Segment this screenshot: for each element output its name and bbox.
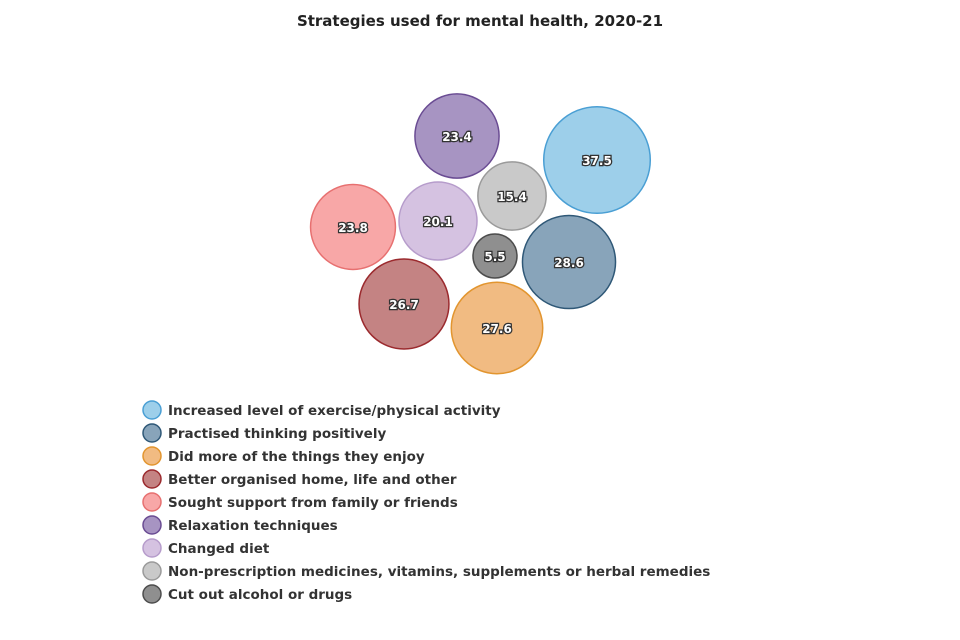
legend-swatch-0 (142, 400, 162, 420)
bubble-label-1: 28.6 (554, 256, 584, 270)
legend-label-6[interactable]: Changed diet (168, 541, 270, 557)
legend-label-1[interactable]: Practised thinking positively (168, 426, 386, 442)
chart-title: Strategies used for mental health, 2020-… (296, 12, 664, 30)
bubble-2[interactable] (450, 281, 544, 375)
bubble-7[interactable] (477, 161, 547, 231)
bubble-label-5: 23.4 (442, 130, 472, 144)
bubble-3[interactable] (358, 258, 450, 350)
bubble-8[interactable] (472, 233, 518, 279)
bubble-0[interactable] (542, 105, 652, 215)
legend-swatch-2 (142, 446, 162, 466)
legend-label-2[interactable]: Did more of the things they enjoy (168, 449, 425, 465)
legend-swatch-3 (142, 469, 162, 489)
legend-swatch-6 (142, 538, 162, 558)
legend-label-0[interactable]: Increased level of exercise/physical act… (168, 403, 501, 419)
legend-swatch-4 (142, 492, 162, 512)
legend-label-7[interactable]: Non-prescription medicines, vitamins, su… (168, 564, 710, 580)
bubble-label-3: 26.7 (389, 298, 419, 312)
bubble-label-6: 20.1 (423, 215, 453, 229)
bubble-4[interactable] (309, 183, 397, 271)
legend-swatch-7 (142, 561, 162, 581)
legend-swatch-1 (142, 423, 162, 443)
legend-label-5[interactable]: Relaxation techniques (168, 518, 338, 534)
legend-label-8[interactable]: Cut out alcohol or drugs (168, 587, 352, 603)
bubble-label-7: 15.4 (497, 190, 527, 204)
bubble-label-0: 37.5 (582, 154, 612, 168)
legend-swatch-5 (142, 515, 162, 535)
legend-label-3[interactable]: Better organised home, life and other (168, 472, 457, 488)
legend-label-4[interactable]: Sought support from family or friends (168, 495, 458, 511)
bubble-label-2: 27.6 (482, 322, 512, 336)
bubble-label-4: 23.8 (338, 221, 368, 235)
bubble-1[interactable] (521, 214, 617, 310)
bubble-label-8: 5.5 (484, 250, 505, 264)
bubble-5[interactable] (414, 93, 500, 179)
bubble-6[interactable] (398, 181, 478, 261)
legend-swatch-8 (142, 584, 162, 604)
